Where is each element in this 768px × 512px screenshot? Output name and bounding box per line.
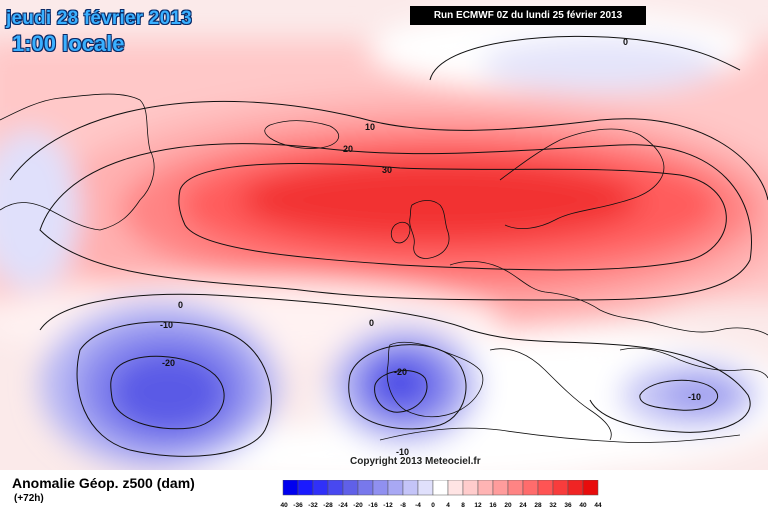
label-minus10-west: -10 — [160, 320, 173, 330]
color-scale-tick: -24 — [338, 502, 348, 509]
legend-forecast-hour: (+72h) — [14, 493, 44, 504]
color-scale-tick: 36 — [564, 502, 572, 509]
color-scale-tick: 20 — [504, 502, 512, 509]
color-scale-tick: 0 — [431, 502, 435, 509]
coastline-iceland — [264, 120, 340, 149]
color-swatch — [432, 480, 449, 496]
color-swatch — [582, 480, 599, 496]
coastline-europe-north — [449, 260, 768, 336]
color-scale-tick: 24 — [519, 502, 527, 509]
contour-minus10-iberia — [348, 344, 467, 430]
color-scale-tick: -16 — [368, 502, 378, 509]
model-run-label: Run ECMWF 0Z du lundi 25 février 2013 — [410, 6, 646, 25]
color-swatch — [282, 480, 299, 496]
coastline-iberia — [386, 341, 484, 418]
contour-labels: 0 10 20 30 0 -10 -20 0 -20 -10 -10 — [160, 37, 701, 457]
color-scale-tick: -12 — [383, 502, 393, 509]
label-minus20-iberia: -20 — [394, 367, 407, 377]
color-scale-tick: 4 — [446, 502, 450, 509]
label-0-north: 0 — [623, 37, 628, 47]
coastline-scandinavia — [499, 128, 665, 230]
coastline-balkans-turkey — [619, 347, 768, 379]
color-swatch — [402, 480, 419, 496]
color-scale-tick: 12 — [474, 502, 482, 509]
color-swatch — [312, 480, 329, 496]
color-swatch — [417, 480, 434, 496]
color-swatch — [507, 480, 524, 496]
color-scale: -40-36-32-28-24-20-16-12-8-4048121620242… — [280, 480, 602, 509]
color-swatch — [447, 480, 464, 496]
legend-title: Anomalie Géop. z500 (dam) — [12, 475, 195, 491]
color-swatch — [297, 480, 314, 496]
coastline-great-britain — [409, 200, 450, 259]
contour-minus10-west — [76, 321, 272, 457]
contour-30 — [178, 163, 727, 271]
label-minus10-iberia: -10 — [396, 447, 409, 457]
contour-0-north — [429, 35, 741, 81]
color-scale-tick: 28 — [534, 502, 542, 509]
color-scale-tick: 40 — [579, 502, 587, 509]
color-swatch — [387, 480, 404, 496]
color-scale-tick: -8 — [400, 502, 406, 509]
label-30: 30 — [382, 165, 392, 175]
color-swatch — [462, 480, 479, 496]
anomaly-shading — [0, 10, 768, 470]
label-0-west: 0 — [178, 300, 183, 310]
contour-minus20-west — [110, 355, 225, 430]
color-scale-tick: -28 — [323, 502, 333, 509]
color-swatch — [567, 480, 584, 496]
contour-minus20-iberia — [374, 370, 428, 413]
label-0-mid: 0 — [369, 318, 374, 328]
color-scale-tick: 32 — [549, 502, 557, 509]
color-scale-tick: 16 — [489, 502, 497, 509]
coastline-ireland — [390, 221, 411, 244]
color-swatch — [342, 480, 359, 496]
label-minus20-west: -20 — [162, 358, 175, 368]
copyright-notice: Copyright 2013 Meteociel.fr — [350, 456, 481, 467]
coastline-italy — [489, 348, 612, 441]
label-10: 10 — [365, 122, 375, 132]
contour-0-south — [39, 293, 751, 433]
color-scale-tick: 8 — [461, 502, 465, 509]
label-20: 20 — [343, 144, 353, 154]
geopotential-anomaly-map: 0 10 20 30 0 -10 -20 0 -20 -10 -10 — [0, 0, 768, 470]
color-scale-tick: -40 — [280, 502, 288, 509]
color-swatch — [477, 480, 494, 496]
contour-minus10-med — [639, 379, 718, 411]
contour-10 — [9, 100, 768, 201]
color-swatch — [522, 480, 539, 496]
forecast-date: jeudi 28 février 2013 — [6, 8, 192, 29]
color-scale-tick: -4 — [415, 502, 421, 509]
color-swatch — [372, 480, 389, 496]
contour-20 — [39, 143, 752, 301]
label-minus10-med: -10 — [688, 392, 701, 402]
contour-lines — [9, 35, 768, 457]
color-scale-tick: 44 — [594, 502, 602, 509]
color-swatch — [357, 480, 374, 496]
coastline-greenland — [0, 93, 155, 231]
color-scale-tick: -32 — [308, 502, 318, 509]
coastline-north-africa — [379, 427, 741, 443]
color-swatch — [327, 480, 344, 496]
color-swatch — [552, 480, 569, 496]
color-scale-tick: -20 — [353, 502, 363, 509]
color-scale-tick: -36 — [293, 502, 303, 509]
color-swatch — [537, 480, 554, 496]
color-swatch — [492, 480, 509, 496]
forecast-time: 1:00 locale — [12, 31, 125, 56]
coastlines — [0, 93, 768, 443]
